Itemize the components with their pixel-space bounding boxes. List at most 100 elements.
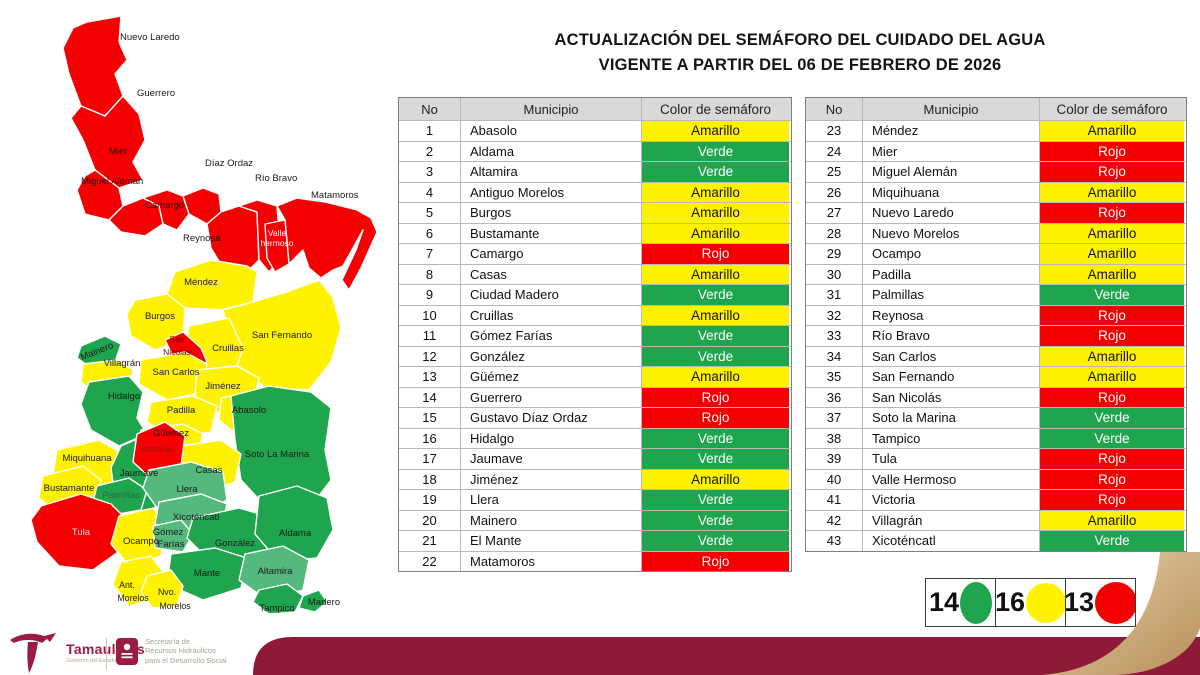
table-row: 35 San Fernando Amarillo xyxy=(806,366,1186,387)
row-number-cell: 24 xyxy=(826,143,842,159)
row-number-cell: 18 xyxy=(422,471,437,487)
row-number-cell: 13 xyxy=(422,369,437,385)
row-number-cell: 31 xyxy=(826,287,842,303)
municipio-cell: Jaumave xyxy=(460,449,641,469)
table-row: 7 Camargo Rojo xyxy=(399,243,791,264)
semaforo-color-cell: Amarillo xyxy=(641,264,789,284)
map-label: Tula xyxy=(72,527,91,538)
table-row: 18 Jiménez Amarillo xyxy=(399,468,791,489)
municipio-cell: Gustavo Díaz Ordaz xyxy=(460,408,641,428)
row-number-cell: 26 xyxy=(826,184,842,200)
table-header-row: No Municipio Color de semáforo xyxy=(806,98,1186,120)
municipio-cell: Nuevo Morelos xyxy=(862,223,1039,243)
title-line-2: VIGENTE A PARTIR DEL 06 DE FEBRERO DE 20… xyxy=(598,55,1002,74)
header-cell: No xyxy=(421,101,438,117)
map-label: González xyxy=(215,538,255,549)
map-label: Matamoros xyxy=(311,190,359,201)
table-row: 19 Llera Verde xyxy=(399,489,791,510)
municipality-nuevo-laredo xyxy=(62,15,128,117)
row-number-cell: 32 xyxy=(826,307,842,323)
row-number-cell: 17 xyxy=(422,451,437,467)
table-row: 27 Nuevo Laredo Rojo xyxy=(806,202,1186,223)
semaforo-color-cell: Amarillo xyxy=(641,182,789,202)
semaforo-color-cell: Verde xyxy=(641,490,789,510)
municipio-cell: Jiménez xyxy=(460,469,641,489)
map-label: Soto La Marina xyxy=(245,449,310,460)
table-row: 26 Miquihuana Amarillo xyxy=(806,181,1186,202)
table-row: 24 Mier Rojo xyxy=(806,140,1186,161)
secretaria-logo: Secretaría de Recursos Hidráulicos para … xyxy=(116,637,227,665)
legend-count: 16 xyxy=(995,587,1026,617)
municipality-valle-hermoso xyxy=(264,219,290,273)
semaforo-color-cell: Rojo xyxy=(1039,326,1184,346)
municipio-cell: Miquihuana xyxy=(862,182,1039,202)
municipio-cell: San Fernando xyxy=(862,367,1039,387)
table-row: 2 Aldama Verde xyxy=(399,140,791,161)
row-number-cell: 38 xyxy=(826,430,842,446)
map-label: Méndez xyxy=(184,277,218,288)
row-number-cell: 36 xyxy=(826,389,842,405)
municipality-nuevo-morelos xyxy=(140,569,184,609)
municipio-cell: Gómez Farías xyxy=(460,326,641,346)
row-number-cell: 7 xyxy=(425,246,434,262)
row-number-cell: 41 xyxy=(826,492,842,508)
amarillo-circle-icon xyxy=(1026,582,1065,623)
table-row: 3 Altamira Verde xyxy=(399,161,791,182)
legend-cell-verde: 14 xyxy=(926,579,995,626)
map-label: Díaz Ordaz xyxy=(205,158,253,169)
municipio-cell: Bustamante xyxy=(460,223,641,243)
row-number-cell: 35 xyxy=(826,369,842,385)
row-number-cell: 27 xyxy=(826,205,842,221)
table-row: 30 Padilla Amarillo xyxy=(806,263,1186,284)
header-cell: Municipio xyxy=(862,98,1039,120)
municipio-cell: Nuevo Laredo xyxy=(862,203,1039,223)
semaforo-table-left: No Municipio Color de semáforo 1 Abasolo Amar… xyxy=(398,97,792,572)
semaforo-color-cell: Verde xyxy=(641,285,789,305)
table-row: 25 Miguel Alemán Rojo xyxy=(806,161,1186,182)
footer-ribbon xyxy=(1042,552,1200,675)
table-row: 6 Bustamante Amarillo xyxy=(399,222,791,243)
semaforo-color-cell: Rojo xyxy=(641,244,789,264)
map-label: San Fernando xyxy=(252,330,312,341)
header-cell: No xyxy=(825,101,843,117)
municipio-cell: Soto la Marina xyxy=(862,408,1039,428)
row-number-cell: 14 xyxy=(422,389,437,405)
table-row: 31 Palmillas Verde xyxy=(806,284,1186,305)
table-row: 16 Hidalgo Verde xyxy=(399,427,791,448)
semaforo-color-cell: Rojo xyxy=(1039,141,1184,161)
table-row: 42 Villagrán Amarillo xyxy=(806,509,1186,530)
municipio-cell: Méndez xyxy=(862,121,1039,141)
semaforo-color-cell: Verde xyxy=(1039,531,1184,551)
row-number-cell: 12 xyxy=(422,348,437,364)
table-row: 41 Victoria Rojo xyxy=(806,489,1186,510)
table-row: 38 Tampico Verde xyxy=(806,427,1186,448)
row-number-cell: 5 xyxy=(425,205,434,221)
map-label: Nuevo Laredo xyxy=(120,32,180,43)
rojo-circle-icon xyxy=(1095,581,1135,624)
map-label: Tampico xyxy=(259,603,294,614)
verde-circle-icon xyxy=(960,581,993,624)
legend-cell-amarillo: 16 xyxy=(995,579,1065,626)
row-number-cell: 37 xyxy=(826,410,842,426)
map-label: Reynosa xyxy=(183,233,221,244)
legend-cell-rojo: 13 xyxy=(1065,579,1135,626)
map-label: Jaumave xyxy=(120,468,159,479)
semaforo-color-cell: Verde xyxy=(641,141,789,161)
municipality-matamoros xyxy=(276,197,378,291)
semaforo-color-cell: Rojo xyxy=(1039,162,1184,182)
row-number-cell: 40 xyxy=(826,471,842,487)
map-label: Altamira xyxy=(258,566,294,577)
page-title: ACTUALIZACIÓN DEL SEMÁFORO DEL CUIDADO D… xyxy=(430,28,1170,78)
municipality-burgos xyxy=(126,293,186,351)
municipio-cell: Miguel Alemán xyxy=(862,162,1039,182)
table-row: 13 Güémez Amarillo xyxy=(399,366,791,387)
municipio-cell: Valle Hermoso xyxy=(862,469,1039,489)
map-label: Güémez xyxy=(153,428,189,439)
secretaria-line: Secretaría de xyxy=(145,637,191,646)
table-row: 14 Guerrero Rojo xyxy=(399,386,791,407)
table-row: 23 Méndez Amarillo xyxy=(806,120,1186,141)
table-row: 10 Cruillas Amarillo xyxy=(399,304,791,325)
row-number-cell: 1 xyxy=(425,123,434,139)
row-number-cell: 42 xyxy=(826,512,842,528)
